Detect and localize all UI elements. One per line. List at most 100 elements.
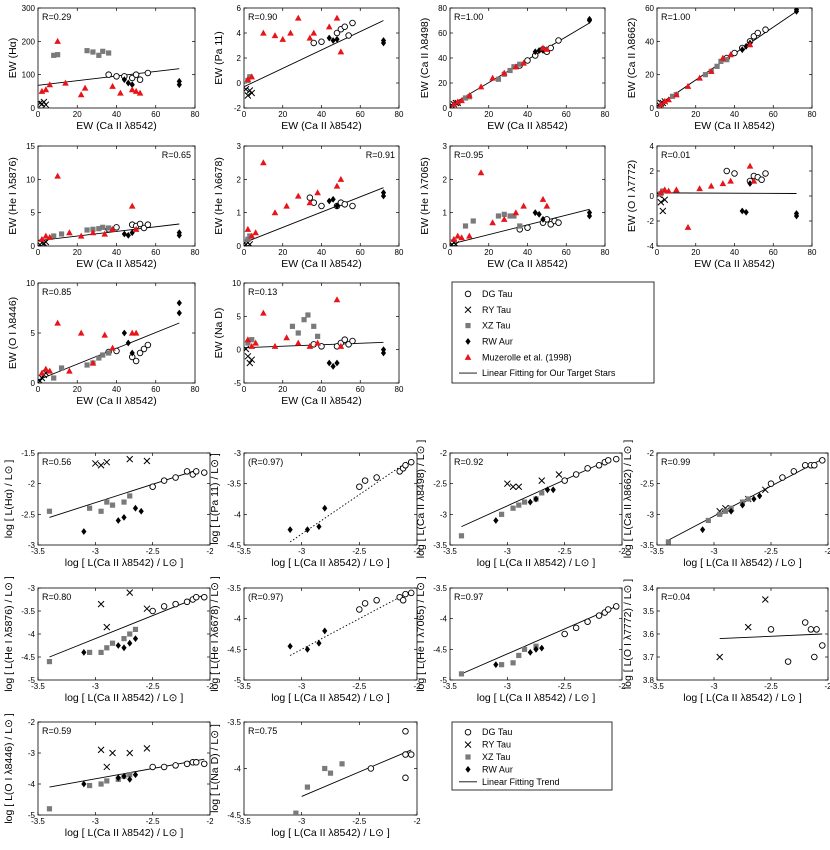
x-tick-label: -2: [413, 547, 421, 556]
data-point-circle: [819, 642, 826, 649]
data-point-square: [106, 350, 112, 356]
data-point-circle: [561, 630, 568, 638]
legend-marker-x: [464, 306, 472, 314]
y-tick-label: 6: [237, 4, 242, 13]
plot-frame: [243, 721, 418, 816]
data-point-triangle: [512, 63, 520, 70]
x-axis-label: EW (Ca II λ8542): [487, 258, 568, 270]
data-point-x: [97, 461, 105, 469]
data-point-triangle: [38, 235, 46, 242]
data-point-x: [761, 486, 769, 494]
data-point-circle: [595, 612, 603, 619]
data-point-circle: [572, 624, 580, 632]
x-tick-label: -3: [504, 682, 512, 691]
data-point-circle: [779, 474, 786, 481]
r-value-label: R=1.00: [454, 12, 483, 22]
y-tick-label: 20: [438, 79, 447, 88]
y-tick-label: -2: [647, 217, 655, 226]
r-value-label: R=0.90: [248, 12, 277, 22]
panel-19: -3.5 -3 -2.5 -2 -5 -4 -3 -2 R=0.59 log [ L(Ca II …: [3, 713, 214, 839]
r-value-label: R=0.85: [42, 287, 71, 297]
data-point-x: [126, 455, 134, 463]
panel-8: 0 20 40 60 80 -4 -2 0 2 4 R=0.01 EW (Ca II λ8542) EW…: [626, 142, 817, 270]
data-point-square: [247, 233, 253, 239]
data-point-circle: [310, 39, 318, 47]
data-point-x: [91, 460, 99, 467]
data-point-square: [84, 227, 90, 233]
data-point-triangle: [665, 96, 672, 103]
x-tick-label: -3: [710, 547, 718, 556]
data-point-triangle: [77, 91, 85, 98]
plot-frame: [243, 7, 400, 109]
data-point-circle: [136, 349, 144, 357]
data-point-triangle: [673, 186, 680, 193]
data-point-triangle: [696, 185, 703, 192]
x-tick-label: 80: [395, 385, 404, 394]
data-point-triangle: [271, 209, 279, 216]
data-point-circle: [754, 29, 762, 37]
data-point-triangle: [657, 188, 665, 195]
data-point-diamond: [550, 486, 556, 494]
data-point-triangle: [727, 51, 734, 58]
x-tick-label: -2: [413, 682, 421, 691]
data-point-triangle: [454, 232, 462, 239]
y-tick-label: 3.5: [643, 607, 655, 616]
data-point-square: [104, 778, 110, 784]
y-tick-label: 2: [650, 167, 655, 176]
y-tick-label: 4: [650, 142, 655, 151]
x-axis-label: log [ L(Ca II λ8542) / L⊙ ]: [271, 827, 390, 839]
data-point-diamond: [176, 309, 182, 317]
x-tick-label: 80: [191, 248, 200, 257]
data-point-triangle: [109, 82, 116, 89]
y-tick-label: -4.5: [227, 541, 241, 550]
data-point-square: [507, 213, 513, 219]
fit-line: [461, 605, 617, 675]
data-point-diamond: [121, 230, 127, 238]
data-point-x: [246, 240, 254, 246]
y-tick-label: 4: [237, 29, 242, 38]
y-axis-label: log [ L(Pa 11) / L⊙ ]: [209, 453, 221, 545]
x-tick-label: 60: [356, 110, 365, 119]
data-point-diamond: [304, 526, 311, 534]
data-point-square: [665, 539, 671, 545]
x-tick-label: -3.5: [237, 547, 251, 556]
data-point-x: [661, 196, 669, 204]
x-tick-label: -2.5: [352, 682, 366, 691]
x-tick-label: 60: [769, 110, 778, 119]
data-point-square: [46, 508, 53, 514]
plot-area: [38, 172, 182, 246]
data-point-triangle: [707, 67, 715, 74]
data-point-triangle: [314, 339, 321, 346]
data-point-triangle: [727, 177, 734, 184]
x-axis-label: log [ L(Ca II λ8542) / L⊙ ]: [683, 557, 802, 569]
y-tick-label: 0: [237, 346, 242, 355]
x-axis-label: EW (Ca II λ8542): [281, 395, 362, 407]
data-point-circle: [813, 626, 820, 633]
data-point-circle: [144, 221, 152, 228]
x-tick-label: 0: [36, 385, 41, 394]
fit-line: [657, 192, 797, 194]
data-point-square: [132, 626, 139, 632]
y-axis-label: log [ L(He I λ6678) / L⊙ ]: [209, 576, 221, 692]
data-point-diamond: [115, 517, 121, 524]
data-point-circle: [356, 606, 363, 613]
x-tick-label: -3: [92, 817, 100, 826]
data-point-diamond: [728, 507, 734, 515]
x-tick-label: -2.5: [352, 547, 366, 556]
data-point-triangle: [333, 296, 341, 303]
plot-area: [46, 589, 208, 665]
data-point-circle: [407, 589, 415, 597]
x-tick-label: 80: [808, 248, 817, 257]
data-point-triangle: [458, 234, 465, 241]
x-tick-label: -2: [206, 682, 214, 691]
x-tick-label: -2.5: [146, 817, 160, 826]
legend-label: RW Aur: [482, 764, 513, 774]
y-tick-label: 0: [31, 242, 36, 251]
legend-1: DG Tau RY Tau XZ Tau RW Aur Muzerolle et al.…: [451, 281, 655, 384]
y-tick-label: 20: [645, 71, 654, 80]
y-tick-label: -4.5: [433, 645, 447, 654]
data-point-square: [109, 640, 116, 646]
x-tick-label: 40: [523, 248, 532, 257]
y-axis-label: EW (He I λ6678): [213, 157, 225, 235]
y-tick-label: 2: [237, 54, 242, 63]
